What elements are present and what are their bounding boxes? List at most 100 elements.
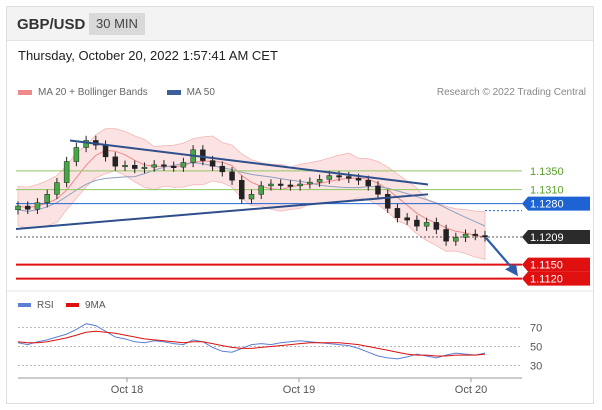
rsi-legend-swatch xyxy=(18,303,31,307)
candle-body xyxy=(297,183,303,187)
candle-body xyxy=(355,178,362,181)
candle xyxy=(24,201,31,214)
candle-body xyxy=(161,164,167,167)
ma50-line xyxy=(17,162,486,227)
candle-body xyxy=(277,183,284,186)
candle xyxy=(141,162,148,174)
rsi-legend-swatch xyxy=(66,303,79,307)
candle xyxy=(170,161,177,172)
legend-swatch-ma50 xyxy=(166,89,181,95)
candle-body xyxy=(287,184,294,187)
candle xyxy=(151,160,157,172)
candle-body xyxy=(63,161,70,183)
candle xyxy=(44,189,50,208)
legend-label-ma50: MA 50 xyxy=(186,87,215,98)
candle-body xyxy=(170,165,177,168)
candle xyxy=(239,175,245,204)
level-tag-text: 1.1209 xyxy=(530,232,564,244)
candle-body xyxy=(482,235,488,238)
candle xyxy=(122,160,128,171)
rsi-tick-label-50: 50 xyxy=(530,342,542,354)
candle-body xyxy=(44,194,50,203)
candle-body xyxy=(219,165,226,173)
level-tag-shape xyxy=(522,257,590,272)
level-label-1-1150: 1.1150 xyxy=(522,257,590,272)
candle xyxy=(229,167,235,185)
forecast-arrow-shaft xyxy=(485,237,515,271)
candle-body xyxy=(132,165,138,169)
candle xyxy=(443,224,449,246)
candle xyxy=(132,160,138,174)
candle-body xyxy=(443,229,449,242)
level-label-1-1120: 1.1120 xyxy=(522,271,590,286)
candle-body xyxy=(472,233,479,236)
candle xyxy=(394,203,401,223)
legend-swatch-bollinger xyxy=(18,89,32,95)
rsi-tick-label-30: 30 xyxy=(530,361,542,373)
widget-header: GBP/USD 30 MIN xyxy=(7,7,593,41)
level-label-1-1310: 1.1310 xyxy=(530,185,564,197)
candle xyxy=(161,160,167,171)
candle-body xyxy=(394,208,401,218)
candle-body xyxy=(316,179,323,183)
candle xyxy=(346,171,352,184)
candle-body xyxy=(151,164,157,168)
rsi-tick-label-70: 70 xyxy=(530,323,542,335)
candle xyxy=(54,177,60,199)
rsi-series-rsi xyxy=(17,323,486,360)
candles-group xyxy=(15,135,488,246)
candle xyxy=(384,189,391,214)
candle-body xyxy=(239,180,245,200)
forecast-arrow-head xyxy=(505,263,518,277)
level-tag-shape xyxy=(522,229,590,244)
level-tag-text: 1.1120 xyxy=(530,274,563,286)
candle-body xyxy=(384,194,391,209)
timeframe-badge[interactable]: 30 MIN xyxy=(89,13,145,35)
candle-body xyxy=(462,233,469,238)
candle-body xyxy=(112,156,119,167)
ma20-line xyxy=(17,149,486,238)
candle xyxy=(423,217,430,231)
candle xyxy=(287,180,294,191)
candle-body xyxy=(24,205,31,210)
candle-body xyxy=(336,175,342,178)
x-tick-label: Oct 18 xyxy=(111,384,143,396)
research-credit: Research © 2022 Trading Central xyxy=(436,87,586,98)
rsi-legend: RSI 9MA xyxy=(18,300,106,311)
candle xyxy=(180,157,187,172)
candle-body xyxy=(180,162,187,168)
candle-body xyxy=(122,165,128,168)
legend-item-ma50: MA 50 xyxy=(166,87,215,98)
legend-item-bollinger: MA 20 + Bollinger Bands xyxy=(18,87,148,98)
candle xyxy=(472,229,479,241)
level-tag-text: 1.1150 xyxy=(530,260,563,272)
candle xyxy=(83,135,89,153)
candle-body xyxy=(404,217,410,221)
candle xyxy=(453,232,459,246)
candle-body xyxy=(365,180,371,187)
candle-body xyxy=(433,222,440,230)
chart-widget: GBP/USD 30 MIN Thursday, October 20, 202… xyxy=(6,6,594,404)
candle xyxy=(414,215,420,231)
chart-legend: MA 20 + Bollinger Bands MA 50 xyxy=(18,87,231,98)
candle-body xyxy=(83,140,89,148)
candle-body xyxy=(200,149,206,161)
legend-label-bollinger: MA 20 + Bollinger Bands xyxy=(38,87,148,98)
candle xyxy=(297,179,303,191)
candle-body xyxy=(209,160,216,167)
candle xyxy=(63,156,70,188)
symbol-title: GBP/USD xyxy=(17,16,86,33)
candle xyxy=(248,189,255,204)
level-label-1-1280: 1.1280 xyxy=(522,196,590,211)
candle-body xyxy=(423,222,430,227)
candle xyxy=(200,145,206,166)
x-tick-label: Oct 19 xyxy=(283,384,315,396)
candle xyxy=(462,229,469,243)
lower-trendline xyxy=(15,193,429,230)
upper-trendline xyxy=(69,139,429,186)
level-tag-text: 1.1280 xyxy=(530,199,564,211)
candle xyxy=(433,217,440,235)
candle-body xyxy=(141,166,148,169)
candle-body xyxy=(15,205,21,211)
